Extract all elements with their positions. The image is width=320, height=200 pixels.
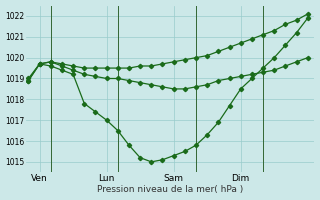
X-axis label: Pression niveau de la mer( hPa ): Pression niveau de la mer( hPa ) [97,185,244,194]
